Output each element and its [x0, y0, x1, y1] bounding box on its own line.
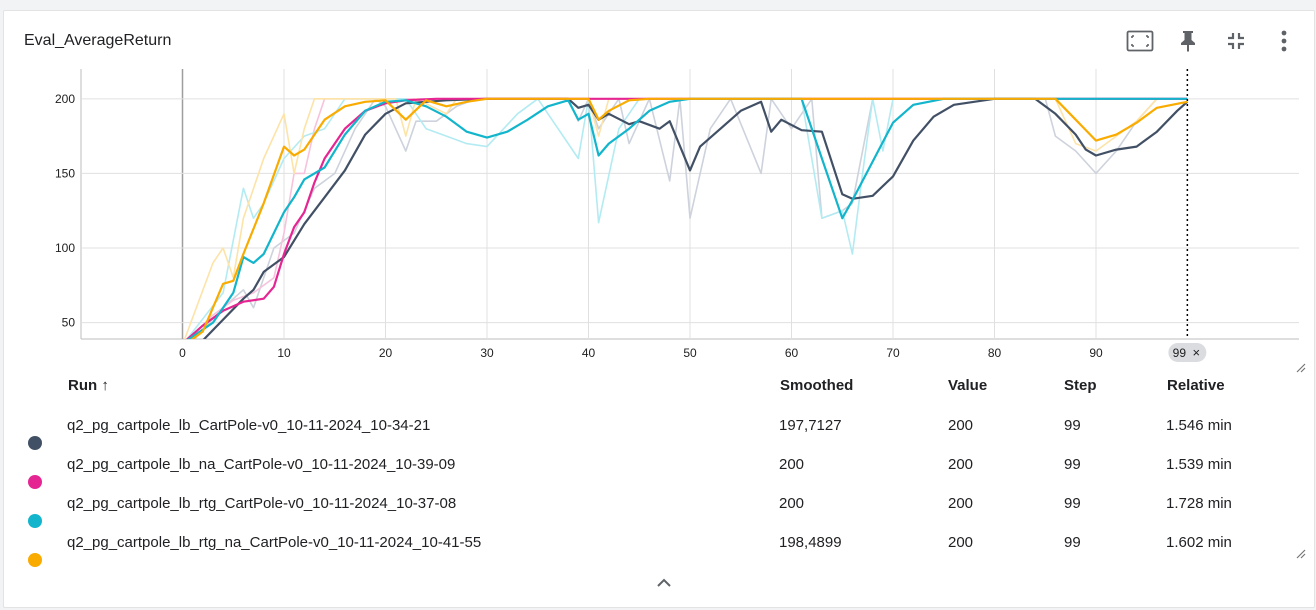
- series-raw-line: [183, 98, 1188, 339]
- close-icon[interactable]: ×: [1193, 345, 1201, 360]
- run-color-dot: [28, 475, 42, 489]
- run-name: q2_pg_cartpole_lb_na_CartPole-v0_10-11-2…: [67, 456, 456, 473]
- card-title: Eval_AverageReturn: [24, 32, 172, 49]
- run-smoothed: 198,4899: [779, 534, 842, 551]
- series-raw-line: [186, 98, 1188, 339]
- x-tick-label: 0: [179, 346, 186, 360]
- run-value: 200: [948, 417, 974, 434]
- y-tick-label: 150: [55, 166, 75, 180]
- table-row[interactable]: q2_pg_cartpole_lb_rtg_CartPole-v0_10-11-…: [4, 485, 1314, 528]
- series-smoothed-line[interactable]: [183, 97, 1188, 344]
- collapse-icon: [1228, 33, 1244, 49]
- x-tick-label: 50: [683, 346, 697, 360]
- run-name: q2_pg_cartpole_lb_rtg_CartPole-v0_10-11-…: [67, 495, 457, 512]
- series-raw-line: [187, 98, 1188, 339]
- run-name: q2_pg_cartpole_lb_CartPole-v0_10-11-2024…: [67, 417, 431, 434]
- run-smoothed: 197,7127: [779, 417, 842, 434]
- run-step: 99: [1064, 456, 1081, 473]
- x-tick-label: 10: [277, 346, 291, 360]
- table-row[interactable]: q2_pg_cartpole_lb_CartPole-v0_10-11-2024…: [4, 407, 1314, 450]
- run-step: 99: [1064, 495, 1081, 512]
- x-tick-label: 80: [988, 346, 1002, 360]
- run-color-dot: [28, 514, 42, 528]
- run-name: q2_pg_cartpole_lb_rtg_na_CartPole-v0_10-…: [67, 534, 482, 551]
- y-tick-label: 50: [62, 316, 76, 330]
- run-value: 200: [948, 534, 974, 551]
- header-smoothed[interactable]: Smoothed: [780, 377, 854, 394]
- run-color-dot: [28, 436, 42, 450]
- series-raw-line: [193, 98, 1188, 339]
- collapse-button[interactable]: [1212, 27, 1260, 55]
- run-smoothed: 200: [779, 495, 805, 512]
- x-tick-label: 70: [886, 346, 900, 360]
- expand-collapse-button[interactable]: [652, 571, 676, 595]
- header-relative[interactable]: Relative: [1167, 377, 1225, 394]
- y-tick-label: 100: [55, 241, 75, 255]
- x-tick-label: 30: [480, 346, 494, 360]
- run-relative: 1.728 min: [1166, 495, 1232, 512]
- header-run[interactable]: Run ↑: [68, 377, 109, 394]
- run-value: 200: [948, 495, 974, 512]
- run-value: 200: [948, 456, 974, 473]
- more-options-button[interactable]: [1260, 27, 1308, 55]
- pin-icon: [1181, 31, 1195, 52]
- more-vert-icon: [1281, 30, 1287, 52]
- line-chart[interactable]: 0 10 20 30 40 50 60 70 80 90 50 100 150 200 99 ×: [4, 11, 1314, 371]
- run-relative: 1.602 min: [1166, 534, 1232, 551]
- x-tick-label: 40: [582, 346, 596, 360]
- hover-step-label: 99: [1173, 346, 1187, 360]
- header-step[interactable]: Step: [1064, 377, 1097, 394]
- x-tick-label: 20: [379, 346, 393, 360]
- y-tick-label: 200: [55, 92, 75, 106]
- chevron-up-icon: [657, 578, 671, 587]
- series-smoothed-line[interactable]: [183, 97, 1188, 347]
- x-tick-label: 60: [785, 346, 799, 360]
- card-toolbar: [1116, 27, 1308, 55]
- run-color-dot: [28, 553, 42, 567]
- run-smoothed: 200: [779, 456, 805, 473]
- series-smoothed-line[interactable]: [183, 97, 1188, 344]
- fit-to-screen-icon: [1126, 30, 1154, 52]
- run-step: 99: [1064, 417, 1081, 434]
- chart-resize-handle[interactable]: [1294, 361, 1306, 373]
- table-row[interactable]: q2_pg_cartpole_lb_na_CartPole-v0_10-11-2…: [4, 446, 1314, 489]
- pin-button[interactable]: [1164, 27, 1212, 55]
- series-smoothed-line[interactable]: [183, 97, 1189, 350]
- hover-step-chip[interactable]: [1168, 343, 1207, 362]
- scalar-card: Eval_AverageReturn: [3, 10, 1315, 608]
- fit-to-screen-button[interactable]: [1116, 27, 1164, 55]
- header-value[interactable]: Value: [948, 377, 988, 394]
- table-row[interactable]: q2_pg_cartpole_lb_rtg_na_CartPole-v0_10-…: [4, 524, 1314, 567]
- run-relative: 1.546 min: [1166, 417, 1232, 434]
- run-step: 99: [1064, 534, 1081, 551]
- x-tick-label: 90: [1089, 346, 1103, 360]
- table-resize-handle[interactable]: [1294, 547, 1306, 559]
- run-relative: 1.539 min: [1166, 456, 1232, 473]
